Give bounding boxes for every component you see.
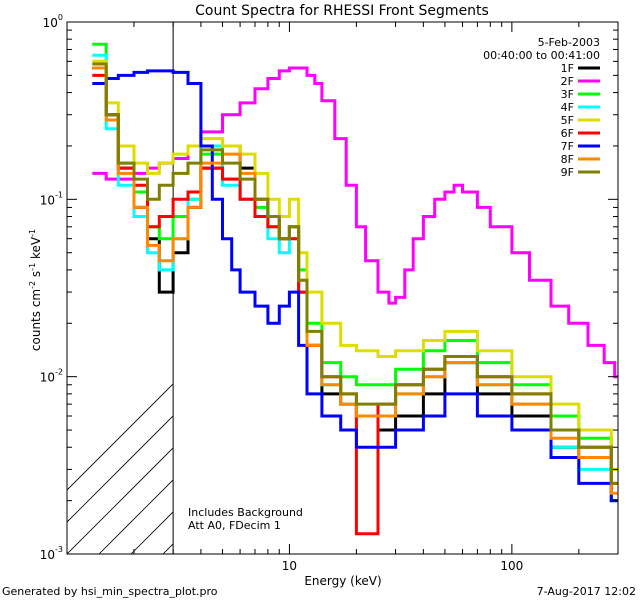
y-label-exp2: -1 <box>28 263 37 271</box>
y-label-exp1: -2 <box>28 281 37 289</box>
legend-label-6F: 6F <box>561 127 574 140</box>
legend-label-3F: 3F <box>561 88 574 101</box>
hatch-line <box>67 383 174 491</box>
y-tick-label: 10-1 <box>40 190 63 207</box>
y-tick-label: 10-3 <box>40 545 63 562</box>
legend-label-8F: 8F <box>561 153 574 166</box>
annotation-attenuator: Att A0, FDecim 1 <box>188 519 281 532</box>
footer-timestamp: 7-Aug-2017 12:02 <box>537 585 636 598</box>
legend-label-7F: 7F <box>561 140 574 153</box>
y-tick-label: 100 <box>43 13 63 30</box>
hatched-region <box>67 383 174 554</box>
y-tick-label: 10-2 <box>40 368 63 385</box>
footer-generated-by: Generated by hsi_min_spectra_plot.pro <box>2 585 218 598</box>
y-label-exp3: -1 <box>28 229 37 237</box>
y-label-mid2: keV <box>29 236 43 263</box>
series-9F-line <box>92 62 618 485</box>
hatch-line <box>67 447 174 554</box>
y-label-prefix: counts cm <box>29 289 43 351</box>
legend-label-4F: 4F <box>561 101 574 114</box>
series-7F-line <box>92 69 618 503</box>
legend-label-9F: 9F <box>561 166 574 179</box>
series-5F-line <box>92 59 618 471</box>
y-label-mid1: s <box>29 271 43 281</box>
legend-label-5F: 5F <box>561 114 574 127</box>
x-tick-label: 100 <box>500 559 523 573</box>
chart-title: Count Spectra for RHESSI Front Segments <box>195 3 489 19</box>
legend-date: 5-Feb-2003 <box>538 36 600 49</box>
x-axis-label: Energy (keV) <box>304 574 381 588</box>
y-axis-label: counts cm-2 s-1 keV-1 <box>28 229 43 351</box>
legend-time-range: 00:40:00 to 00:41:00 <box>483 49 600 62</box>
hatch-line <box>67 415 174 523</box>
plot-frame <box>66 21 619 555</box>
legend-label-2F: 2F <box>561 75 574 88</box>
annotation-background: Includes Background <box>188 506 303 519</box>
legend-label-1F: 1F <box>561 62 574 75</box>
x-tick-label: 10 <box>282 559 297 573</box>
